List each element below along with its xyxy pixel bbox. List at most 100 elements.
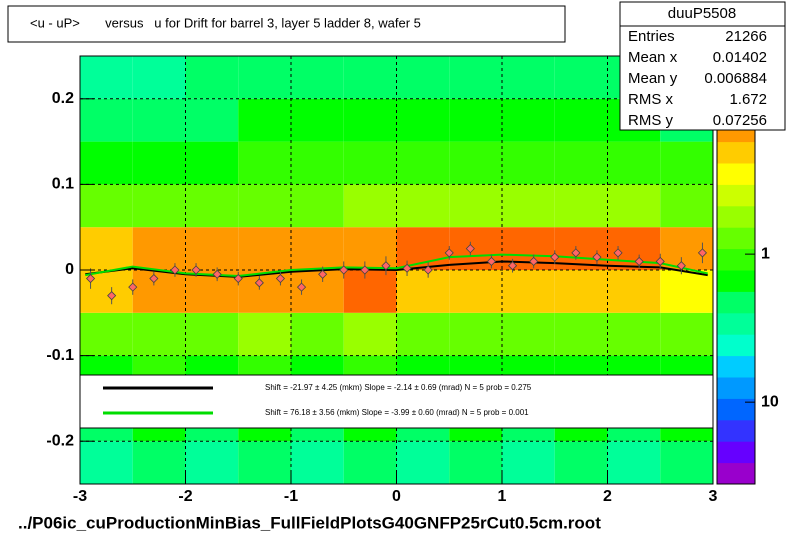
legend-label: Shift = 76.18 ± 3.56 (mkm) Slope = -3.99… <box>265 408 529 417</box>
profile-point <box>402 263 412 273</box>
profile-point <box>613 248 623 258</box>
profile-point <box>423 265 433 275</box>
fit-line <box>85 253 708 277</box>
profile-point <box>191 265 201 275</box>
palette-band <box>717 141 755 164</box>
palette-band <box>717 441 755 464</box>
y-tick-label: -0.2 <box>46 432 74 449</box>
heat-cell <box>80 56 133 99</box>
stats-title: duuP5508 <box>668 5 736 22</box>
heat-cell <box>396 312 450 356</box>
palette-band <box>717 205 755 228</box>
palette-band <box>717 270 755 292</box>
y-tick-label: 0.1 <box>52 176 74 193</box>
heat-cell <box>80 184 133 228</box>
profile-point <box>149 273 159 284</box>
heat-cell <box>132 98 186 142</box>
heat-cell <box>185 56 239 99</box>
stats-value: 0.07256 <box>713 112 767 129</box>
heat-cell <box>238 312 291 356</box>
palette-band <box>717 334 755 357</box>
profile-point <box>170 265 180 275</box>
heat-cell <box>554 56 608 99</box>
heat-cell <box>132 56 186 99</box>
heat-cell <box>238 184 291 228</box>
heat-cell <box>396 98 450 142</box>
profile-point <box>571 248 581 258</box>
legend: Shift = -21.97 ± 4.25 (mkm) Slope = -2.1… <box>103 383 532 417</box>
heat-cell <box>502 441 555 484</box>
heat-cell <box>449 270 502 313</box>
stats-value: 0.006884 <box>704 70 767 87</box>
heat-cell <box>554 184 608 228</box>
stats-label: Entries <box>628 28 675 45</box>
heat-cell <box>396 56 450 99</box>
x-tick-label: 2 <box>603 488 612 505</box>
heat-cell <box>291 441 344 484</box>
palette-band <box>717 184 755 207</box>
heat-cell <box>132 270 186 313</box>
heat-cell <box>502 141 555 185</box>
profile-point <box>486 256 497 267</box>
z-tick-label: 1 <box>761 245 770 262</box>
heat-cell <box>607 270 661 313</box>
profile-point <box>697 248 708 258</box>
heat-cell <box>238 227 291 270</box>
heat-cell <box>238 56 291 99</box>
heat-cell <box>291 56 344 99</box>
heat-cell <box>343 270 397 313</box>
stats-value: 21266 <box>725 28 767 45</box>
heat-cell <box>185 141 239 185</box>
x-tick-label: -2 <box>178 488 192 505</box>
profile-point <box>634 256 644 267</box>
stats-value: 0.01402 <box>713 49 767 66</box>
heat-cell <box>449 312 502 356</box>
heat-cell <box>502 184 555 228</box>
heat-cell <box>396 141 450 185</box>
profile <box>85 241 708 305</box>
profile-point <box>465 244 475 254</box>
y-tick-label: 0 <box>65 261 74 278</box>
axes: -3 -2 -1 0 1 2 3 -0.2 -0.1 0 0.1 0.2 <box>46 90 717 505</box>
heat-cell <box>343 98 397 142</box>
stats-value: 1.672 <box>729 91 767 108</box>
heat-cell <box>185 312 239 356</box>
heat-cell <box>343 184 397 228</box>
chart-title: <u - uP> versus u for Drift for barrel 3… <box>30 15 421 30</box>
heat-cell <box>132 441 186 484</box>
profile-point <box>550 252 560 262</box>
heat-cell <box>80 312 133 356</box>
x-axis-title: ../P06ic_cuProductionMinBias_FullFieldPl… <box>18 513 601 532</box>
heat-cell <box>132 312 186 356</box>
heat-cell <box>660 312 713 356</box>
heat-cell <box>502 312 555 356</box>
profile-point <box>676 261 686 271</box>
profile-point <box>254 278 264 288</box>
heat-cell <box>343 56 397 99</box>
heat-cell <box>238 141 291 185</box>
x-tick-label: 0 <box>392 488 401 505</box>
heat-cell <box>132 227 186 270</box>
title-box <box>7 5 566 43</box>
heat-cell <box>660 184 713 228</box>
x-tick-label: -3 <box>73 488 87 505</box>
heat-cell <box>554 141 608 185</box>
heat-cell <box>396 441 450 484</box>
heat-cell <box>238 98 291 142</box>
heat-cell <box>660 441 713 484</box>
heat-cell <box>80 270 133 313</box>
profile-point <box>85 273 96 284</box>
heat-cell <box>502 56 555 99</box>
heat-cell <box>343 141 397 185</box>
fits <box>85 253 708 278</box>
palette-band <box>717 248 755 271</box>
palette-band <box>717 462 755 485</box>
profile-point <box>107 291 117 301</box>
profile-point <box>339 265 349 275</box>
legend-label: Shift = -21.97 ± 4.25 (mkm) Slope = -2.1… <box>265 383 532 392</box>
profile-point <box>212 269 222 279</box>
profile-point <box>360 265 370 275</box>
palette-band <box>717 355 755 378</box>
stats-label: RMS x <box>628 91 674 108</box>
